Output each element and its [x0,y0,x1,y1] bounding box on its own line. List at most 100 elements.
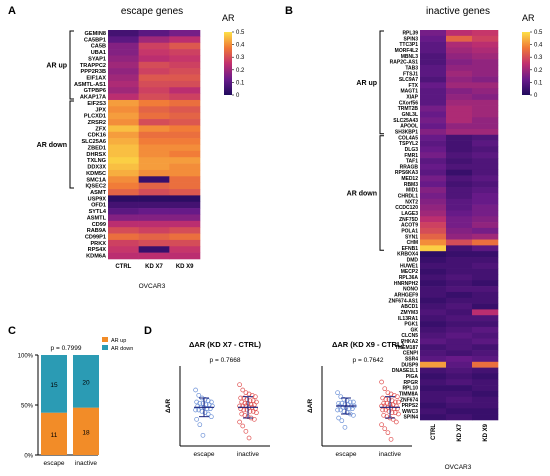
heatmap-cell [169,252,201,260]
row-label: CA5B [91,44,106,50]
heatmap-cell [446,64,473,72]
row-label: NONO [403,287,418,293]
data-point [396,399,401,405]
heatmap-cell [169,74,201,82]
heatmap-cell [138,36,170,44]
heatmap-cell [472,408,499,415]
heatmap-cell [472,105,499,112]
heatmap-cell [169,227,201,234]
row-label: TTC3P1 [399,42,418,48]
y-tick-label: 0% [24,454,33,460]
heatmap-cell [108,157,139,164]
heatmap-cell [420,315,447,322]
heatmap-cell [446,350,473,357]
column-label: KD X7 [145,264,163,270]
heatmap-cell [138,49,170,56]
row-label: TRAPPC2 [80,63,106,69]
heatmap-cell [472,350,499,357]
heatmap-cell [446,379,473,386]
colorbar-tick-label: 0.5 [236,30,245,36]
heatmap-cell [472,47,499,54]
heatmap-cell [169,246,201,253]
row-label: EIF1AX [86,75,106,81]
heatmap-cell [420,286,447,293]
heatmap-b-xlabel: OVCAR3 [445,464,472,471]
heatmap-cell [108,30,139,37]
heatmap-cell [446,268,473,275]
heatmap-cell [420,402,447,409]
scatter-1-pvalue: p = 0.7668 [210,357,241,364]
heatmap-cell [446,385,473,392]
heatmap-cell [108,49,139,56]
row-label: CCDC120 [395,205,418,211]
group-bracket [69,30,74,100]
heatmap-cell [472,140,499,147]
heatmap-cell [108,214,139,222]
row-label: TAB3 [405,65,418,71]
heatmap-cell [472,251,499,258]
row-label: MBNL3 [401,54,418,60]
panel-letter-c: C [8,325,16,337]
heatmap-cell [169,176,201,183]
heatmap-cell [472,111,499,118]
heatmap-cell [138,119,170,126]
heatmap-cell [472,297,499,304]
heatmap-cell [472,134,499,141]
heatmap-cell [108,201,139,209]
heatmap-cell [446,158,473,165]
heatmap-cell [420,187,447,194]
heatmap-cell [420,367,447,374]
row-label: SLC25A6 [81,139,106,145]
heatmap-cell [108,163,139,171]
data-point [390,416,396,422]
colorbar-tick-label: 0.5 [534,30,543,36]
bar-segment [73,355,99,408]
heatmap-cell [472,227,499,235]
heatmap-cell [420,344,447,351]
heatmap-cell [420,251,447,258]
row-label: RRAGB [400,164,419,170]
row-label: ZRSR2 [88,120,106,126]
heatmap-cell [138,233,170,241]
row-label: GNL3L [402,112,418,118]
heatmap-cell [446,163,473,171]
data-point [393,419,399,425]
row-label: CENPI [403,351,419,357]
row-label: CHRDL1 [398,194,418,200]
heatmap-cell [138,74,170,82]
row-label: ASMT [90,190,106,196]
heatmap-cell [446,303,473,310]
bar-segment [41,412,67,455]
heatmap-cell [472,70,499,77]
heatmap-cell [472,396,499,403]
colorbar-tick-label: 0.1 [534,80,543,86]
heatmap-cell [420,297,447,304]
heatmap-cell [472,198,499,205]
colorbar-tick-label: 0.4 [236,43,245,49]
heatmap-cell [472,268,499,275]
heatmap-cell [420,210,447,217]
row-label: GTPBP6 [84,88,106,94]
row-label: DNASE1L1 [392,368,418,374]
heatmap-cell [446,59,473,66]
data-point [240,423,246,429]
heatmap-cell [446,204,473,211]
group-label: AR up [46,62,67,69]
row-label: DUSP9 [401,362,418,368]
heatmap-cell [138,112,170,120]
row-label: JPX [95,107,106,113]
heatmap-cell [420,41,447,48]
column-label: KD X7 [457,423,463,441]
heatmap-cell [138,106,170,113]
heatmap-cell [138,125,170,133]
heatmap-cell [169,55,201,63]
heatmap-cell [138,176,170,183]
heatmap-cell [108,169,139,177]
data-point [197,422,203,428]
heatmap-cell [138,138,170,145]
heatmap-cell [108,208,139,215]
x-tick-label: inactive [237,451,259,458]
heatmap-cell [108,252,139,260]
heatmap-cell [420,227,447,235]
heatmap-cell [446,47,473,54]
